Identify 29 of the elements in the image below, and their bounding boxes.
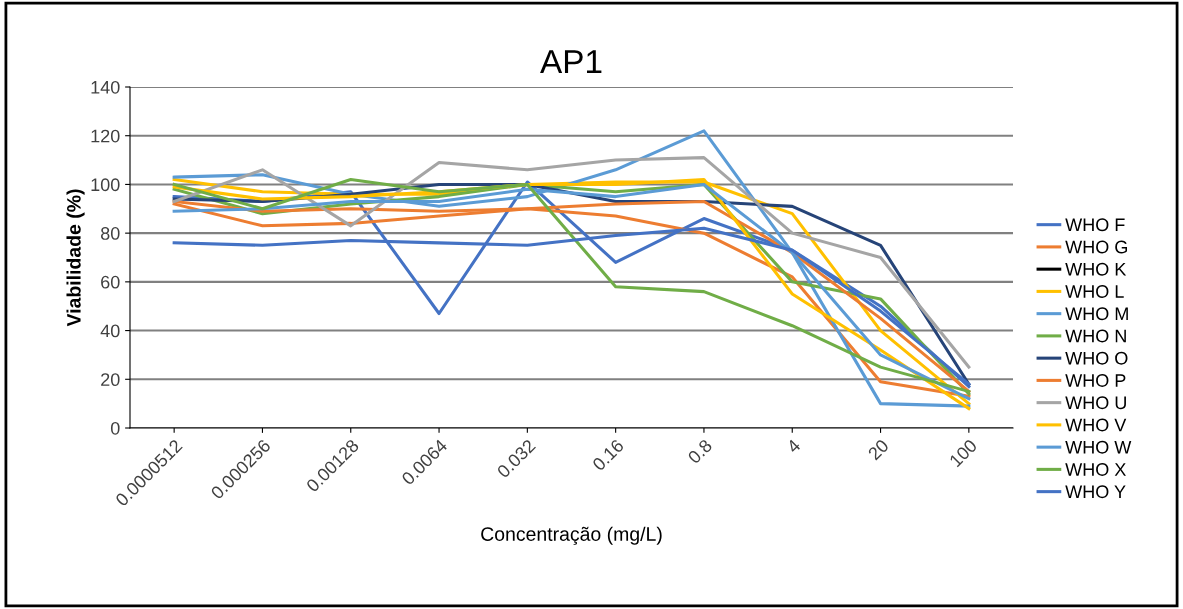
y-tick-label: 40 — [100, 324, 120, 338]
y-tick-label: 80 — [100, 227, 120, 240]
x-tick-label: 0.16 — [591, 438, 625, 472]
legend-label: WHO L — [1065, 285, 1124, 298]
y-tick-label: 120 — [91, 129, 120, 143]
x-axis-title: Concentração (mg/L) — [481, 526, 662, 545]
y-tick-label: 60 — [101, 275, 120, 289]
legend-label: WHO V — [1065, 418, 1127, 432]
chart-title: AP1 — [540, 50, 602, 74]
legend-label: WHO F — [1065, 218, 1125, 232]
x-tick-label: 0.8 — [687, 438, 713, 465]
legend-label: WHO K — [1065, 262, 1127, 276]
x-tick-label: 20 — [867, 438, 890, 461]
y-tick-label: 20 — [101, 373, 120, 387]
y-tick-label: 140 — [91, 80, 120, 94]
x-tick-label: 100 — [948, 438, 978, 468]
legend-label: WHO N — [1065, 329, 1126, 343]
legend-label: WHO P — [1065, 374, 1126, 387]
x-tick-label: 4 — [785, 438, 802, 454]
legend-label: WHO G — [1065, 240, 1127, 254]
legend-label: WHO M — [1065, 307, 1128, 321]
y-axis-title: Viabilidade (%) — [66, 189, 85, 327]
legend-label: WHO O — [1065, 351, 1128, 365]
y-tick-label: 0 — [110, 421, 120, 435]
legend-label: WHO Y — [1065, 485, 1126, 499]
legend-label: WHO U — [1065, 396, 1126, 410]
legend-label: WHO X — [1065, 463, 1126, 476]
y-tick-label: 100 — [91, 178, 120, 192]
legend-label: WHO W — [1065, 440, 1132, 454]
